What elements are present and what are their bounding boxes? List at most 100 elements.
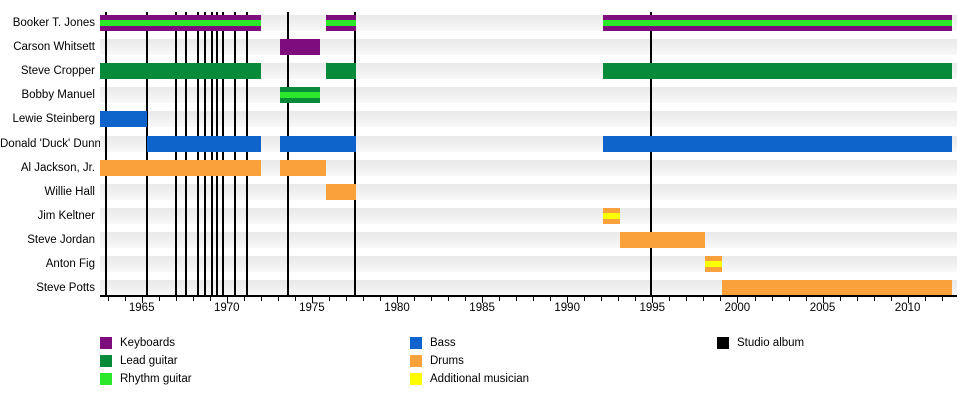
x-axis-tick-label: 2005 [809, 302, 836, 314]
studio-album-line [145, 12, 148, 295]
x-axis-tick-label: 1965 [128, 302, 155, 314]
x-axis-minor-tick [635, 297, 637, 301]
x-axis-major-tick [822, 297, 824, 303]
rhythm-guitar-swatch-icon [100, 373, 112, 385]
x-axis-minor-tick [192, 297, 194, 301]
x-axis-minor-tick [175, 297, 177, 301]
x-axis-minor-tick [618, 297, 620, 301]
studio-album-line [185, 12, 187, 295]
timeline-track [100, 231, 957, 248]
timeline-track [100, 183, 957, 200]
x-axis-minor-tick [686, 297, 688, 301]
x-axis-minor-tick [601, 297, 603, 301]
x-axis-tick-label: 1985 [469, 302, 495, 314]
x-axis-tick-label: 1995 [639, 302, 666, 314]
x-axis-minor-tick [346, 297, 347, 301]
studio-album-line [196, 12, 199, 295]
x-axis-tick-label: 1980 [384, 302, 410, 314]
member-label: Al Jackson, Jr. [20, 161, 95, 174]
member-label: Bobby Manuel [21, 89, 95, 102]
x-axis-minor-tick [924, 297, 926, 301]
timeline-bar [279, 159, 326, 176]
lead-guitar-swatch-icon [100, 355, 112, 367]
studio-album-swatch-icon [717, 337, 729, 349]
timeline-bar [325, 63, 357, 80]
x-axis-minor-tick [805, 297, 807, 301]
x-axis-minor-tick [499, 297, 501, 301]
timeline-bar [325, 15, 357, 31]
legend-label: Rhythm guitar [120, 373, 192, 385]
timeline-bar [100, 63, 261, 80]
member-label: Jim Keltner [37, 209, 95, 222]
member-label: Lewie Steinberg [12, 113, 95, 126]
x-axis-minor-tick [414, 297, 415, 301]
keyboards-swatch-icon [100, 337, 112, 349]
x-axis-major-tick [311, 297, 313, 303]
drums-swatch-icon [410, 355, 422, 367]
timeline-bar [603, 135, 952, 152]
timeline-bar [722, 280, 952, 297]
x-axis-major-tick [567, 297, 569, 303]
member-label: Carson Whitsett [13, 41, 95, 54]
x-axis-minor-tick [277, 297, 279, 301]
studio-album-line [287, 12, 290, 295]
x-axis-minor-tick [209, 297, 211, 301]
x-axis-minor-tick [873, 297, 875, 301]
x-axis-minor-tick [243, 297, 245, 301]
timeline-bar [279, 39, 321, 56]
studio-album-line [215, 12, 218, 295]
timeline-track [100, 207, 957, 224]
x-axis-major-tick [141, 297, 143, 303]
x-axis-tick-label: 1975 [299, 302, 325, 314]
timeline-bar [279, 87, 321, 104]
x-axis-minor-tick [771, 297, 773, 301]
x-axis-minor-tick [703, 297, 705, 301]
timeline-bar [279, 135, 357, 152]
member-label: Donald 'Duck' Dunn [0, 137, 101, 150]
studio-album-line [105, 12, 107, 295]
timeline-track [100, 87, 957, 104]
timeline-track [100, 256, 957, 272]
x-axis-minor-tick [124, 297, 126, 301]
x-axis-minor-tick [584, 297, 586, 301]
member-label: Steve Potts [36, 282, 95, 295]
studio-album-line [246, 12, 249, 295]
legend-label: Bass [430, 337, 456, 349]
x-axis-minor-tick [941, 297, 943, 301]
x-axis-minor-tick [363, 297, 364, 301]
x-axis-tick-label: 1970 [214, 302, 240, 314]
x-axis-line [100, 295, 957, 297]
additional-musician-swatch-icon [410, 373, 422, 385]
x-axis-minor-tick [550, 297, 552, 301]
x-axis-minor-tick [754, 297, 756, 301]
x-axis-major-tick [226, 297, 228, 303]
legend-label: Keyboards [120, 337, 175, 349]
x-axis-minor-tick [260, 297, 262, 301]
x-axis-minor-tick [839, 297, 841, 301]
x-axis-minor-tick [107, 297, 109, 301]
x-axis-tick-label: 2010 [894, 302, 921, 314]
member-label: Steve Jordan [27, 233, 95, 246]
x-axis-major-tick [482, 297, 484, 303]
member-label: Willie Hall [44, 185, 95, 198]
timeline-track [100, 111, 957, 128]
x-axis-minor-tick [856, 297, 858, 301]
studio-album-line [222, 12, 225, 295]
timeline-bar [100, 111, 147, 128]
timeline-bar [146, 135, 261, 152]
timeline-bar [620, 231, 706, 248]
studio-album-line [203, 12, 206, 295]
x-axis-minor-tick [158, 297, 160, 301]
member-label: Booker T. Jones [12, 17, 95, 29]
x-axis-minor-tick [328, 297, 330, 301]
x-axis-minor-tick [516, 297, 518, 301]
x-axis-tick-label: 1990 [554, 302, 580, 314]
timeline-bar [705, 256, 723, 272]
x-axis-minor-tick [720, 297, 722, 301]
studio-album-line [174, 12, 177, 295]
timeline-bar [603, 207, 620, 224]
timeline-bar [100, 15, 261, 31]
legend-label: Drums [430, 355, 464, 367]
legend-label: Additional musician [430, 373, 530, 385]
